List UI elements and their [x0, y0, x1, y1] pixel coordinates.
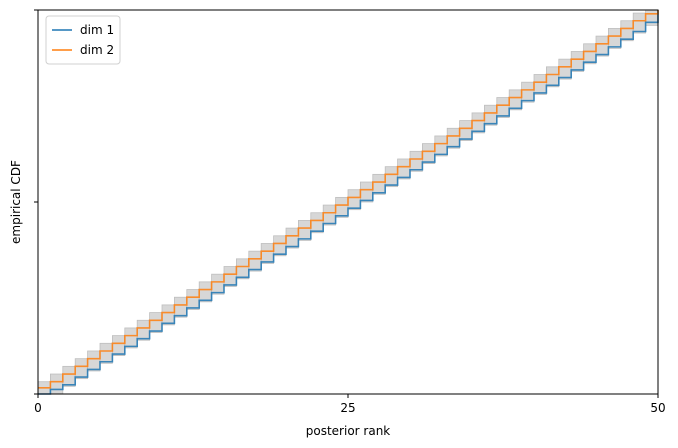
band-step	[397, 158, 411, 180]
series-line-dim-1	[38, 10, 659, 395]
band-step	[50, 373, 64, 395]
band-step	[235, 258, 250, 280]
y-axis-ticks	[34, 9, 38, 395]
legend-label: dim 1	[80, 23, 114, 37]
band-step	[434, 135, 448, 157]
band-step	[310, 212, 324, 234]
x-tick-label: 25	[340, 401, 355, 415]
band-step	[558, 58, 572, 80]
band-step	[211, 273, 225, 295]
band-step	[223, 266, 237, 287]
y-axis-label: empirical CDF	[9, 160, 23, 244]
x-axis-label: posterior rank	[306, 424, 391, 438]
band-step	[335, 196, 349, 218]
band-step	[533, 74, 547, 95]
band-step	[248, 250, 262, 272]
band-step	[570, 51, 585, 72]
band-step	[285, 227, 299, 249]
band-step	[608, 28, 622, 49]
band-step	[446, 127, 461, 149]
legend-label: dim 2	[80, 43, 114, 57]
band-step	[632, 12, 647, 34]
band-step	[173, 296, 188, 318]
band-step	[186, 289, 200, 310]
legend: dim 1 dim 2	[45, 15, 121, 65]
band-step	[384, 166, 399, 188]
band-step	[260, 243, 275, 264]
band-step	[583, 43, 597, 65]
band-step	[421, 143, 436, 165]
band-step	[409, 150, 423, 172]
band-step	[136, 319, 150, 341]
band-step	[595, 35, 609, 57]
x-tick-label: 50	[650, 401, 665, 415]
band-step	[62, 365, 76, 387]
x-tick-label: 0	[34, 401, 42, 415]
band-step	[483, 104, 498, 126]
band-step	[87, 350, 101, 372]
band-step	[508, 89, 523, 111]
x-axis-ticks: 0 25 50	[34, 394, 666, 415]
band-step	[471, 112, 485, 134]
band-step	[546, 66, 560, 88]
band-step	[359, 181, 374, 203]
series-lines	[38, 10, 659, 395]
band-step	[149, 312, 163, 333]
band-step	[297, 220, 312, 241]
band-step	[99, 342, 113, 364]
band-step	[521, 81, 535, 103]
band-step	[459, 120, 473, 141]
band-step	[372, 173, 386, 195]
series-line-dim-2	[38, 10, 659, 389]
band-step	[620, 20, 634, 42]
band-step	[273, 235, 287, 257]
band-step	[322, 204, 337, 226]
band-step	[496, 97, 510, 118]
band-step	[74, 358, 88, 380]
band-step	[198, 281, 212, 303]
band-step	[347, 189, 361, 211]
legend-box	[45, 15, 121, 65]
band-step	[161, 304, 175, 326]
band-step	[112, 335, 126, 356]
band-step	[124, 327, 138, 349]
